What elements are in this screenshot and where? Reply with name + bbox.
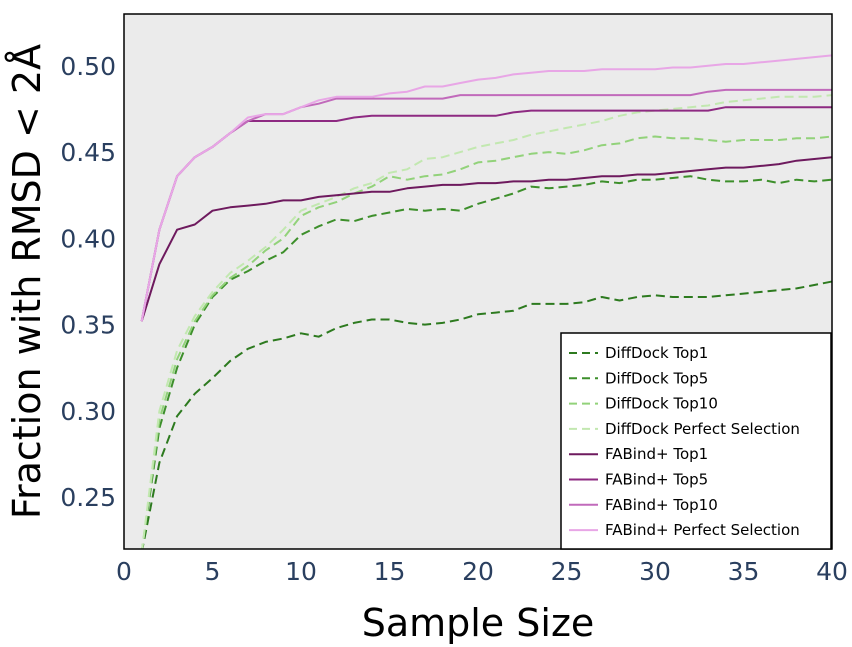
y-tick-label: 0.45 — [60, 138, 116, 167]
x-tick-label: 15 — [374, 557, 406, 586]
y-tick-label: 0.25 — [60, 483, 116, 512]
legend-label: DiffDock Top1 — [605, 344, 708, 362]
x-tick-label: 5 — [205, 557, 221, 586]
legend-label: FABind+ Top10 — [605, 496, 718, 514]
x-axis-title: Sample Size — [362, 601, 595, 645]
x-axis-ticks: 0 5 10 15 20 25 30 35 40 — [116, 557, 848, 586]
legend-label: FABind+ Perfect Selection — [605, 521, 800, 539]
plot-frame — [123, 13, 833, 550]
x-tick-label: 40 — [816, 557, 848, 586]
legend: DiffDock Top1 DiffDock Top5 DiffDock Top10… — [560, 332, 832, 550]
legend-label: DiffDock Top5 — [605, 369, 708, 387]
x-tick-label: 30 — [639, 557, 671, 586]
x-tick-label: 25 — [551, 557, 583, 586]
legend-box — [560, 332, 832, 550]
x-tick-label: 20 — [462, 557, 494, 586]
y-axis-title: Fraction with RMSD < 2Å — [5, 44, 49, 519]
series-line-4 — [140, 156, 832, 322]
series-line-1 — [141, 175, 832, 549]
series-line-5 — [140, 106, 832, 322]
x-tick-label: 10 — [285, 557, 317, 586]
y-tick-label: 0.40 — [60, 224, 116, 253]
legend-label: FABind+ Top1 — [605, 445, 708, 463]
series-line-6 — [140, 88, 832, 322]
y-tick-label: 0.50 — [60, 52, 116, 81]
legend-label: FABind+ Top5 — [605, 471, 708, 489]
series-lines — [140, 54, 832, 549]
series-line-0 — [141, 280, 832, 549]
series-line-7 — [140, 54, 832, 322]
y-axis-ticks: 0.25 0.30 0.35 0.40 0.45 0.50 — [60, 52, 116, 512]
x-tick-label: 35 — [728, 557, 760, 586]
legend-label: DiffDock Perfect Selection — [605, 420, 800, 438]
series-line-2 — [141, 135, 832, 549]
y-tick-label: 0.35 — [60, 311, 116, 340]
x-tick-label: 0 — [116, 557, 132, 586]
legend-label: DiffDock Top10 — [605, 395, 718, 413]
y-tick-label: 0.30 — [60, 397, 116, 426]
series-line-3 — [141, 94, 832, 549]
